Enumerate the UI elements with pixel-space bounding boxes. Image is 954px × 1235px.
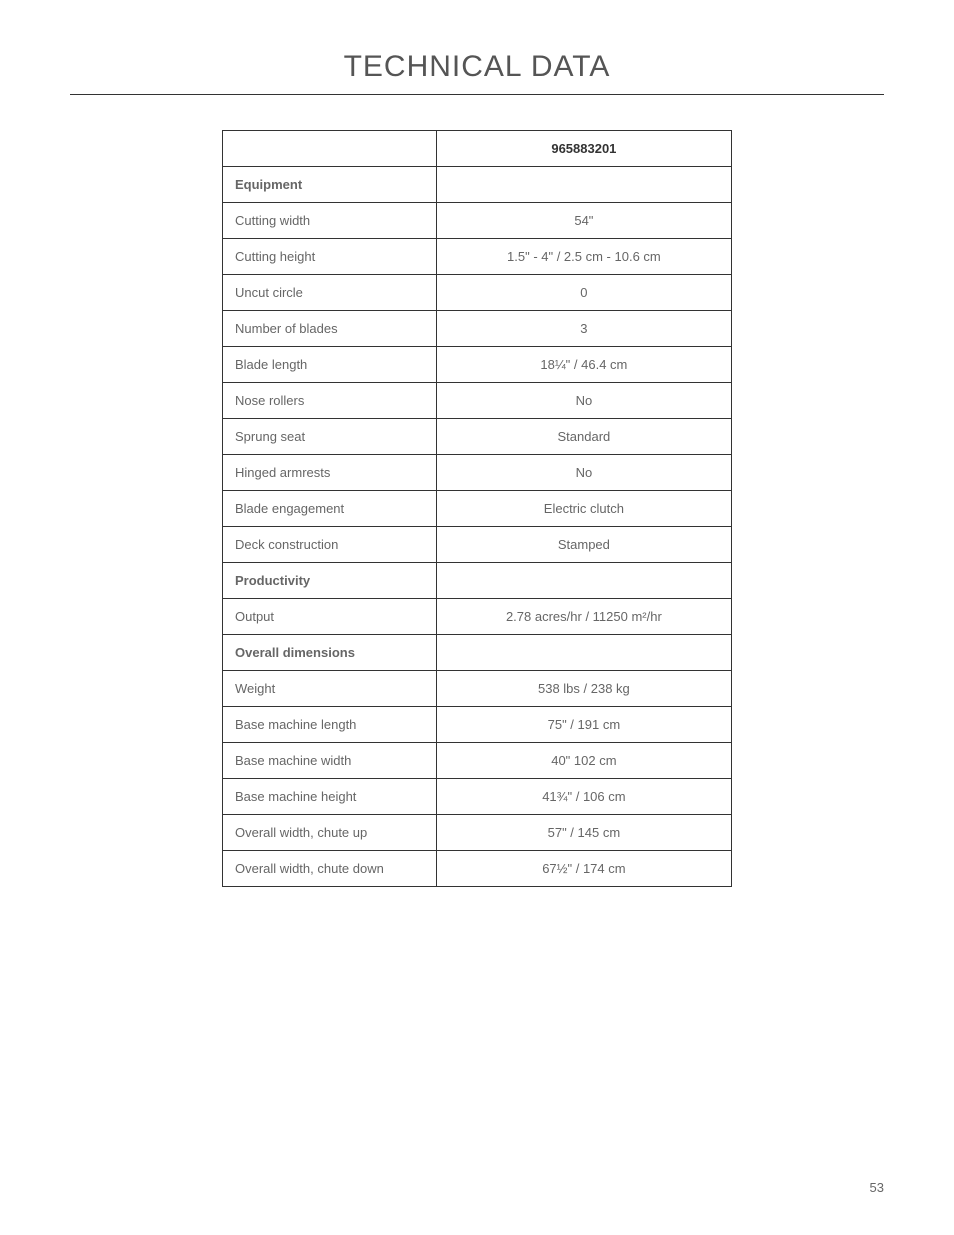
spec-value: 3 (436, 311, 731, 347)
spec-value: 538 lbs / 238 kg (436, 671, 731, 707)
spec-value: 40" 102 cm (436, 743, 731, 779)
spec-label: Base machine length (223, 707, 437, 743)
spec-value: Electric clutch (436, 491, 731, 527)
spec-label: Base machine height (223, 779, 437, 815)
table-row: Sprung seat Standard (223, 419, 732, 455)
spec-label: Base machine width (223, 743, 437, 779)
spec-value: 75" / 191 cm (436, 707, 731, 743)
spec-value: Stamped (436, 527, 731, 563)
spec-value: 41¾" / 106 cm (436, 779, 731, 815)
spec-label: Hinged armrests (223, 455, 437, 491)
empty-value-cell (436, 635, 731, 671)
section-header-row: Productivity (223, 563, 732, 599)
spec-label: Deck construction (223, 527, 437, 563)
dimensions-section-header: Overall dimensions (223, 635, 437, 671)
table-row: Cutting height 1.5" - 4" / 2.5 cm - 10.6… (223, 239, 732, 275)
header-empty-cell (223, 131, 437, 167)
spec-label: Cutting height (223, 239, 437, 275)
spec-label: Cutting width (223, 203, 437, 239)
table-row: Blade engagement Electric clutch (223, 491, 732, 527)
spec-value: No (436, 455, 731, 491)
spec-label: Number of blades (223, 311, 437, 347)
table-row: Cutting width 54" (223, 203, 732, 239)
table-row: Deck construction Stamped (223, 527, 732, 563)
spec-label: Blade engagement (223, 491, 437, 527)
table-row: Base machine width 40" 102 cm (223, 743, 732, 779)
table-row: Output 2.78 acres/hr / 11250 m²/hr (223, 599, 732, 635)
table-row: Uncut circle 0 (223, 275, 732, 311)
spec-value: Standard (436, 419, 731, 455)
spec-value: 2.78 acres/hr / 11250 m²/hr (436, 599, 731, 635)
table-row: Base machine height 41¾" / 106 cm (223, 779, 732, 815)
spec-label: Blade length (223, 347, 437, 383)
spec-label: Sprung seat (223, 419, 437, 455)
table-row: Base machine length 75" / 191 cm (223, 707, 732, 743)
spec-label: Nose rollers (223, 383, 437, 419)
page-title: TECHNICAL DATA (70, 50, 884, 95)
table-row: Nose rollers No (223, 383, 732, 419)
spec-value: 18¼" / 46.4 cm (436, 347, 731, 383)
empty-value-cell (436, 167, 731, 203)
technical-data-table: 965883201 Equipment Cutting width 54" Cu… (222, 130, 732, 887)
spec-label: Overall width, chute up (223, 815, 437, 851)
spec-value: No (436, 383, 731, 419)
spec-value: 54" (436, 203, 731, 239)
spec-label: Uncut circle (223, 275, 437, 311)
table-row: Overall width, chute up 57" / 145 cm (223, 815, 732, 851)
equipment-section-header: Equipment (223, 167, 437, 203)
empty-value-cell (436, 563, 731, 599)
spec-value: 57" / 145 cm (436, 815, 731, 851)
section-header-row: Equipment (223, 167, 732, 203)
table-row: Number of blades 3 (223, 311, 732, 347)
spec-value: 1.5" - 4" / 2.5 cm - 10.6 cm (436, 239, 731, 275)
spec-value: 67½" / 174 cm (436, 851, 731, 887)
section-header-row: Overall dimensions (223, 635, 732, 671)
table-row: Blade length 18¼" / 46.4 cm (223, 347, 732, 383)
table-row: Weight 538 lbs / 238 kg (223, 671, 732, 707)
spec-label: Output (223, 599, 437, 635)
productivity-section-header: Productivity (223, 563, 437, 599)
table-row: Overall width, chute down 67½" / 174 cm (223, 851, 732, 887)
table-row: Hinged armrests No (223, 455, 732, 491)
spec-value: 0 (436, 275, 731, 311)
spec-label: Weight (223, 671, 437, 707)
table-header-row: 965883201 (223, 131, 732, 167)
page-number: 53 (870, 1180, 884, 1195)
spec-label: Overall width, chute down (223, 851, 437, 887)
model-number-header: 965883201 (436, 131, 731, 167)
